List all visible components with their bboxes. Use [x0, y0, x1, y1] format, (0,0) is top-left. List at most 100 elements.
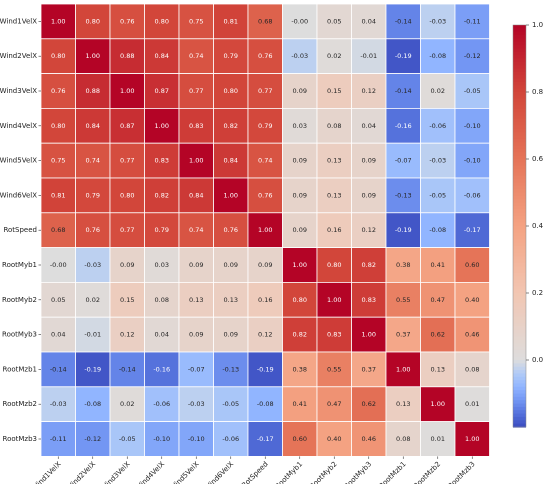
cell-value-6-6: 1.00 — [258, 226, 272, 234]
cell-value-11-11: 1.00 — [431, 400, 445, 408]
x-tick-label-2: Wind3VelX — [100, 460, 132, 484]
cell-value-7-9: 0.82 — [362, 261, 376, 269]
cell-value-5-7: 0.09 — [293, 191, 307, 199]
cell-value-3-3: 1.00 — [155, 122, 169, 130]
cell-value-0-0: 1.00 — [51, 17, 65, 25]
cell-value-10-9: 0.37 — [362, 365, 376, 373]
heatmap-cell-11-1 — [75, 386, 111, 422]
colorbar-tick-label-3: 0.4 — [532, 222, 544, 230]
cell-value-0-9: 0.04 — [362, 17, 376, 25]
colorbar-segment — [513, 192, 526, 197]
colorbar-segment — [513, 249, 526, 254]
cell-value-2-0: 0.76 — [51, 87, 65, 95]
heatmap-cell-12-11 — [420, 421, 456, 457]
colorbar-segment — [513, 329, 526, 334]
cell-value-0-12: -0.11 — [464, 17, 481, 25]
heatmap-cell-5-7 — [282, 177, 318, 214]
heatmap-cell-11-4 — [178, 386, 214, 422]
cell-value-7-0: -0.00 — [50, 261, 67, 269]
heatmap-cell-10-7 — [282, 351, 318, 388]
colorbar-segment — [513, 105, 526, 110]
cell-value-4-1: 0.74 — [86, 157, 100, 165]
colorbar-segment — [513, 390, 526, 395]
heatmap-cell-4-11 — [420, 142, 456, 179]
cell-value-8-1: 0.02 — [86, 296, 100, 304]
colorbar-tick-label-1: 0.8 — [532, 88, 543, 96]
cell-value-1-0: 0.80 — [51, 52, 65, 60]
cell-value-1-2: 0.88 — [120, 52, 134, 60]
cell-value-11-2: 0.02 — [120, 400, 134, 408]
cell-value-4-4: 1.00 — [189, 157, 203, 165]
colorbar-segment — [513, 256, 526, 261]
heatmap-cell-5-8 — [316, 177, 352, 214]
heatmap-cell-11-6 — [247, 386, 283, 422]
colorbar-segment — [513, 172, 526, 177]
heatmap-cell-3-12 — [454, 108, 490, 144]
cell-value-0-2: 0.76 — [120, 17, 134, 25]
colorbar-tick-label-2: 0.6 — [532, 155, 544, 163]
colorbar-segment — [513, 363, 526, 368]
colorbar-segment — [513, 236, 526, 240]
cell-value-6-0: 0.68 — [51, 226, 65, 234]
colorbar-segment — [513, 212, 526, 217]
colorbar-segment — [513, 128, 526, 133]
x-tick-label-1: Wind2VelX — [65, 460, 97, 484]
colorbar-segment — [513, 189, 526, 194]
colorbar-segment — [513, 169, 526, 173]
cell-value-1-10: -0.19 — [395, 52, 412, 60]
cell-value-10-5: -0.13 — [222, 365, 239, 373]
cell-value-2-9: 0.12 — [362, 87, 376, 95]
colorbar-segment — [513, 293, 526, 297]
cell-value-10-8: 0.55 — [327, 365, 341, 373]
x-tick-label-3: Wind4VelX — [134, 460, 166, 484]
colorbar-segment — [513, 229, 526, 234]
heatmap-cell-2-0 — [40, 73, 76, 109]
colorbar-segment — [513, 68, 526, 73]
heatmap-cell-12-9 — [351, 421, 387, 457]
colorbar-segment — [513, 423, 526, 428]
cell-value-5-4: 0.84 — [189, 191, 203, 199]
heatmap-cell-1-7 — [282, 38, 318, 74]
x-tick-label-9: RootMyb3 — [343, 460, 373, 484]
heatmap-cell-3-9 — [351, 108, 387, 144]
cell-value-2-4: 0.77 — [189, 87, 203, 95]
colorbar-segment — [513, 242, 526, 247]
heatmap-cell-4-12 — [454, 142, 490, 179]
heatmap-cell-5-9 — [351, 177, 387, 214]
y-tick-label-11: RootMzb2 — [3, 400, 37, 408]
cell-value-2-12: -0.05 — [464, 87, 481, 95]
heatmap-cell-5-6 — [247, 177, 283, 214]
colorbar-segment — [513, 102, 526, 106]
heatmap-cell-8-2 — [109, 281, 145, 318]
colorbar-segment — [513, 51, 526, 56]
cell-value-7-10: 0.38 — [396, 261, 410, 269]
colorbar-segment — [513, 373, 526, 378]
colorbar-segment — [513, 108, 526, 113]
colorbar-segment — [513, 195, 526, 200]
cell-value-4-2: 0.77 — [120, 157, 134, 165]
cell-value-12-11: 0.01 — [431, 435, 445, 443]
cell-value-12-4: -0.10 — [188, 435, 205, 443]
cell-value-8-3: 0.08 — [155, 296, 169, 304]
cell-value-0-7: -0.00 — [291, 17, 308, 25]
colorbar-segment — [513, 182, 526, 187]
heatmap-cell-7-6 — [247, 247, 283, 283]
colorbar-segment — [513, 199, 526, 204]
heatmap-cell-0-5 — [213, 3, 249, 40]
cell-value-6-12: -0.17 — [464, 226, 481, 234]
cell-value-10-12: 0.08 — [465, 365, 479, 373]
cell-value-5-2: 0.80 — [120, 191, 134, 199]
colorbar-segment — [513, 55, 526, 60]
heatmap-cell-6-9 — [351, 212, 387, 249]
colorbar-segment — [513, 299, 526, 304]
cell-value-3-2: 0.87 — [120, 122, 134, 130]
heatmap-cell-1-8 — [316, 38, 352, 74]
cell-value-0-6: 0.68 — [258, 17, 272, 25]
heatmap-cell-6-2 — [109, 212, 145, 249]
cell-value-7-2: 0.09 — [120, 261, 134, 269]
y-tick-label-1: Wind2VelX — [0, 52, 37, 60]
heatmap-cell-0-9 — [351, 3, 387, 40]
cell-value-7-12: 0.60 — [465, 261, 479, 269]
cell-value-7-1: -0.03 — [84, 261, 101, 269]
colorbar-segment — [513, 349, 526, 354]
